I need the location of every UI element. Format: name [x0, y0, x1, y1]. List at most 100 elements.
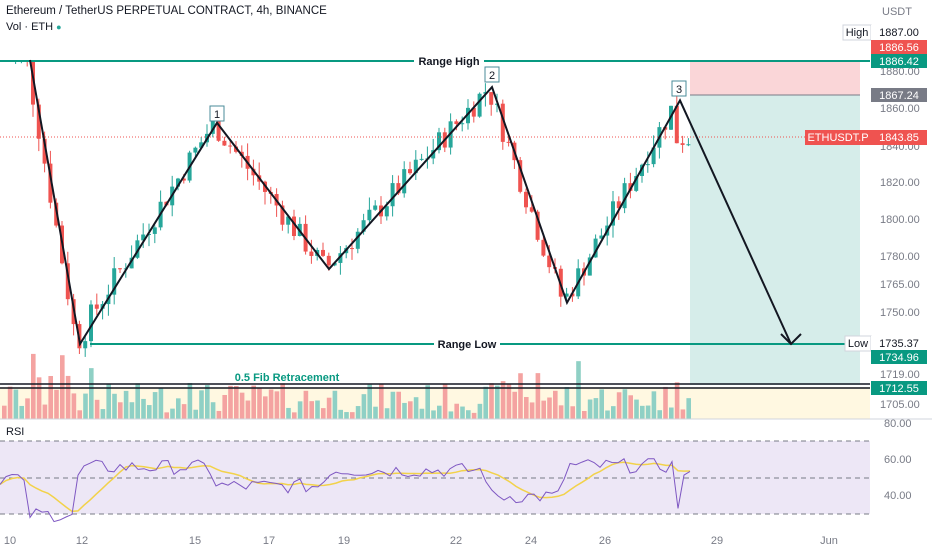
candle-body	[152, 227, 157, 234]
last-value: 1843.85	[879, 132, 919, 144]
currency-label: USDT	[882, 6, 912, 18]
volume-bar	[31, 353, 36, 419]
price-axis[interactable]: 1880.00 1860.00 1840.00 1820.00 1800.00 …	[880, 66, 920, 411]
point-marker-3-label: 3	[676, 84, 682, 96]
volume-bar	[268, 389, 274, 419]
volume-bar	[529, 402, 535, 419]
candle-body	[176, 178, 180, 187]
volume-bar	[390, 391, 396, 419]
volume-bar	[495, 385, 500, 419]
point-marker-1[interactable]: 1	[209, 105, 225, 122]
volume-bar	[77, 410, 82, 419]
candle-body	[396, 183, 401, 194]
candle-body	[210, 117, 215, 134]
point-marker-1-label: 1	[214, 109, 220, 121]
candle-body	[611, 201, 615, 226]
volume-bar	[518, 373, 523, 419]
candle-body	[181, 178, 186, 181]
candle-body	[390, 183, 395, 207]
volume-bar	[129, 402, 135, 419]
volume-bar	[547, 397, 552, 419]
candle-body	[547, 255, 552, 268]
time-tick: 24	[525, 535, 537, 547]
volume-bar	[112, 393, 117, 419]
candle-body	[454, 121, 459, 124]
candle-body	[535, 211, 540, 240]
volume-bar	[199, 390, 204, 419]
volume-bar	[193, 409, 198, 419]
candle-body	[419, 158, 424, 160]
candle-body	[112, 268, 117, 295]
candle-body	[651, 147, 656, 165]
volume-bar	[2, 405, 7, 419]
rsi-axis[interactable]: 80.00 60.00 40.00	[884, 418, 912, 502]
volume-bar	[257, 388, 262, 419]
volume-bar	[674, 382, 680, 419]
time-axis[interactable]: 10 12 15 17 19 22 24 26 29 Jun	[4, 535, 838, 547]
fib-value-bg	[871, 381, 927, 395]
candle-body	[118, 268, 122, 270]
volume-bar	[628, 395, 633, 419]
volume-bar	[570, 406, 575, 419]
time-tick: 15	[189, 535, 201, 547]
volume-bar	[234, 386, 239, 419]
volume-bar	[367, 384, 372, 419]
volume-bar	[657, 410, 662, 419]
candle-body	[413, 159, 418, 174]
volume-bar	[477, 403, 483, 419]
volume-bar	[7, 386, 13, 419]
candle-body	[645, 164, 650, 166]
volume-bar	[437, 405, 442, 419]
fib-label: 0.5 Fib Retracement	[235, 372, 340, 384]
volume-bar	[135, 383, 140, 419]
volume-bar	[19, 405, 24, 419]
point-marker-2[interactable]: 2	[484, 66, 500, 83]
volume-bar	[141, 398, 146, 419]
high-value: 1887.00	[879, 27, 919, 39]
volume-bar	[361, 394, 367, 419]
candle-body	[94, 304, 99, 309]
candle-body	[489, 92, 494, 105]
point-marker-3[interactable]: 3	[671, 80, 687, 97]
symbol-tag-bg	[805, 130, 871, 145]
price-tick: 1719.00	[880, 369, 920, 381]
candle-body	[628, 183, 633, 191]
candle-body	[367, 209, 372, 221]
pattern-polyline[interactable]	[29, 59, 792, 347]
candle-body	[280, 205, 285, 225]
volume-bar	[338, 409, 343, 419]
candle-body	[437, 132, 441, 151]
range-high-label: Range High	[418, 56, 479, 68]
candle-body	[593, 238, 598, 258]
volume-bar	[471, 412, 477, 419]
candle-body	[228, 145, 233, 147]
candle-body	[36, 104, 41, 139]
volume-bar	[205, 385, 210, 419]
candle-body	[477, 93, 482, 117]
rsi-ma-line	[0, 461, 691, 513]
candle-body	[355, 231, 360, 249]
candle-body	[529, 207, 534, 212]
volume-bar	[48, 376, 53, 419]
candle-body	[48, 163, 53, 203]
volume-bar	[123, 390, 129, 419]
volume-bar	[65, 375, 71, 419]
volume-bar	[315, 400, 320, 419]
volume-bar	[251, 385, 256, 419]
range-low-value-bg	[871, 350, 927, 364]
volume-bar	[297, 401, 303, 419]
volume-bar	[582, 410, 587, 419]
volume-bar	[599, 389, 604, 419]
rsi-tick: 60.00	[884, 454, 912, 466]
volume-bar	[576, 361, 581, 419]
high-value-bg	[871, 25, 927, 40]
candle-body	[361, 220, 366, 232]
candle-body	[292, 216, 296, 237]
rsi-tick: 40.00	[884, 490, 912, 502]
volume-bar	[448, 411, 454, 419]
volume-bar	[263, 396, 268, 419]
volume-bar	[42, 404, 48, 419]
candle-body	[518, 160, 523, 192]
price-tick: 1750.00	[880, 307, 920, 319]
